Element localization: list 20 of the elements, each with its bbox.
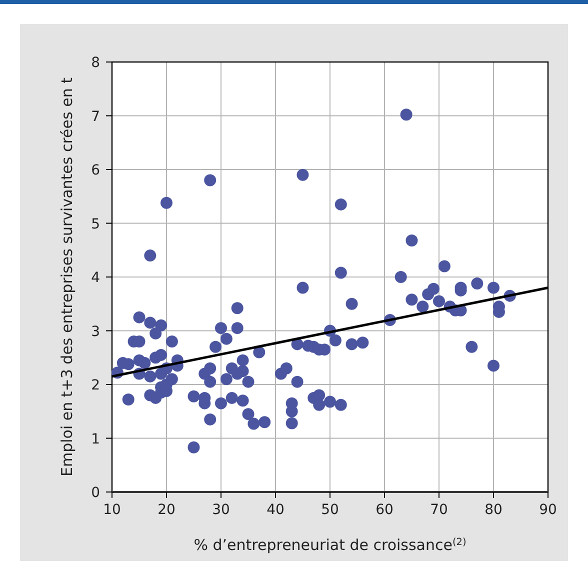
y-tick-label: 4 — [91, 270, 100, 286]
y-tick-label: 0 — [91, 485, 100, 501]
y-tick-label: 8 — [91, 55, 100, 71]
x-tick-label: 40 — [266, 502, 284, 518]
y-tick-label: 5 — [91, 216, 100, 232]
x-tick-label: 30 — [212, 502, 230, 518]
x-tick-label: 70 — [430, 502, 448, 518]
x-tick-label: 50 — [321, 502, 339, 518]
x-tick-label: 80 — [484, 502, 502, 518]
x-tick-label: 60 — [376, 502, 394, 518]
x-tick-label: 90 — [539, 502, 557, 518]
x-tick-label: 20 — [158, 502, 176, 518]
y-tick-label: 3 — [91, 324, 100, 340]
y-axis-title: Emploi en t+3 des entreprises survivantes crées en t — [58, 77, 76, 476]
x-axis-title: % d’entrepreneuriat de croissance$^{(2)}$ — [194, 536, 466, 554]
x-tick-label: 10 — [103, 502, 121, 518]
y-tick-label: 1 — [91, 431, 100, 448]
y-tick-label: 2 — [91, 378, 100, 394]
y-tick-label: 7 — [91, 108, 100, 125]
y-tick-label: 6 — [91, 162, 100, 178]
